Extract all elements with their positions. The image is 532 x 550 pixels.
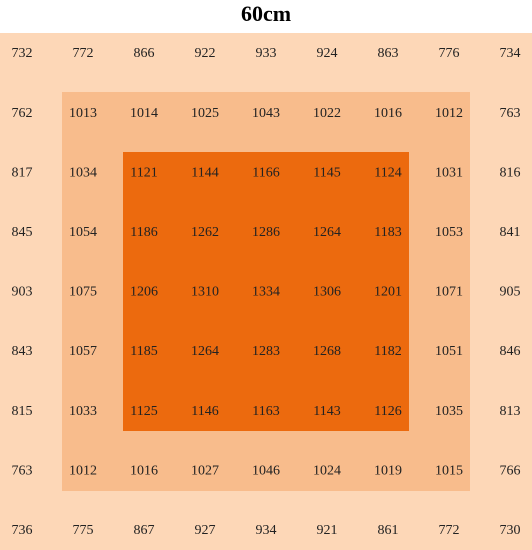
cell-value: 1145: [313, 165, 340, 180]
cell-value: 732: [12, 46, 33, 61]
cell-value: 1143: [313, 404, 340, 419]
cell-value: 927: [195, 523, 216, 538]
cell-value: 905: [500, 285, 521, 300]
cell-value: 866: [134, 46, 155, 61]
cell-value: 1051: [435, 344, 463, 359]
cell-value: 1144: [191, 165, 218, 180]
title: 60cm: [241, 1, 291, 26]
cell-value: 1166: [252, 165, 279, 180]
cell-value: 1075: [69, 285, 97, 300]
cell-value: 922: [195, 46, 216, 61]
cell-value: 1016: [130, 463, 158, 478]
inner-zone: [123, 152, 409, 431]
cell-value: 813: [500, 404, 521, 419]
cell-value: 1206: [130, 285, 158, 300]
cell-value: 1034: [69, 165, 97, 180]
cell-value: 1012: [435, 106, 463, 121]
cell-value: 1027: [191, 463, 219, 478]
cell-value: 762: [12, 106, 33, 121]
cell-value: 924: [317, 46, 338, 61]
cell-value: 1043: [252, 106, 280, 121]
cell-value: 843: [12, 344, 33, 359]
cell-value: 775: [73, 523, 94, 538]
cell-value: 1334: [252, 285, 280, 300]
cell-value: 1046: [252, 463, 280, 478]
cell-value: 903: [12, 285, 33, 300]
cell-value: 1310: [191, 285, 219, 300]
cell-value: 1057: [69, 344, 97, 359]
cell-value: 861: [378, 523, 399, 538]
cell-value: 1031: [435, 165, 463, 180]
cell-value: 772: [439, 523, 460, 538]
cell-value: 1264: [191, 344, 219, 359]
cell-value: 1268: [313, 344, 341, 359]
cell-value: 921: [317, 523, 338, 538]
cell-value: 846: [500, 344, 521, 359]
cell-value: 1124: [374, 165, 401, 180]
cell-value: 1016: [374, 106, 402, 121]
cell-value: 1306: [313, 285, 341, 300]
cell-value: 1264: [313, 225, 341, 240]
cell-value: 1022: [313, 106, 341, 121]
cell-value: 1163: [252, 404, 279, 419]
cell-value: 1033: [69, 404, 97, 419]
cell-value: 934: [256, 523, 277, 538]
cell-value: 1012: [69, 463, 97, 478]
cell-value: 815: [12, 404, 33, 419]
cell-value: 1013: [69, 106, 97, 121]
cell-value: 1053: [435, 225, 463, 240]
cell-value: 734: [500, 46, 521, 61]
cell-value: 1054: [69, 225, 97, 240]
cell-value: 1186: [130, 225, 157, 240]
cell-value: 816: [500, 165, 521, 180]
cell-value: 867: [134, 523, 155, 538]
cell-value: 1035: [435, 404, 463, 419]
cell-value: 772: [73, 46, 94, 61]
cell-value: 1262: [191, 225, 219, 240]
cell-value: 1121: [130, 165, 157, 180]
cell-value: 1071: [435, 285, 463, 300]
cell-value: 763: [12, 463, 33, 478]
cell-value: 1182: [374, 344, 401, 359]
cell-value: 1146: [191, 404, 218, 419]
cell-value: 1015: [435, 463, 463, 478]
cell-value: 1019: [374, 463, 402, 478]
cell-value: 763: [500, 106, 521, 121]
cell-value: 1025: [191, 106, 219, 121]
cell-value: 863: [378, 46, 399, 61]
cell-value: 817: [12, 165, 33, 180]
cell-value: 933: [256, 46, 277, 61]
cell-value: 1126: [374, 404, 401, 419]
cell-value: 730: [500, 523, 521, 538]
cell-value: 736: [12, 523, 33, 538]
cell-value: 1185: [130, 344, 157, 359]
cell-value: 1283: [252, 344, 280, 359]
cell-value: 1024: [313, 463, 341, 478]
cell-value: 1201: [374, 285, 402, 300]
cell-value: 845: [12, 225, 33, 240]
cell-value: 776: [439, 46, 460, 61]
cell-value: 1286: [252, 225, 280, 240]
cell-value: 841: [500, 225, 521, 240]
cell-value: 1125: [130, 404, 157, 419]
cell-value: 1014: [130, 106, 158, 121]
cell-value: 1183: [374, 225, 401, 240]
cell-value: 766: [500, 463, 521, 478]
